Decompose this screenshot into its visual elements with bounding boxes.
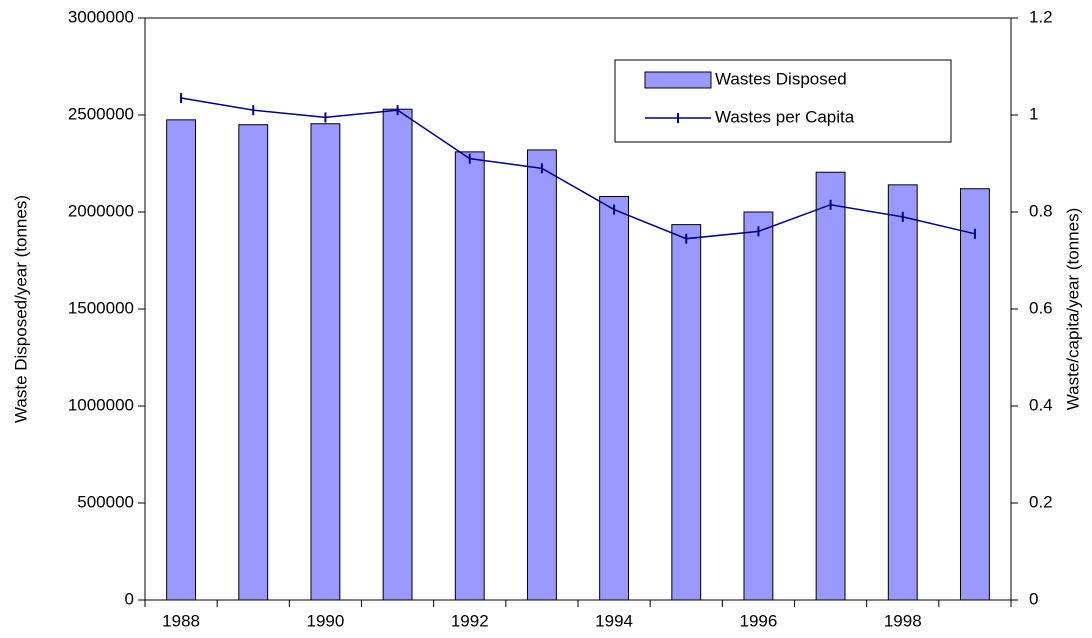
bar <box>526 149 557 601</box>
x-tick-label: 1990 <box>307 611 345 630</box>
y2-tick-label: 0.4 <box>1029 395 1053 414</box>
bar <box>454 151 485 601</box>
x-tick-label: 1988 <box>162 611 200 630</box>
legend-swatch <box>644 71 712 89</box>
bar <box>959 188 990 601</box>
y-tick-label: 2000000 <box>68 201 134 220</box>
legend-box <box>614 59 952 143</box>
bar <box>671 224 702 601</box>
y-tick-label: 2500000 <box>68 104 134 123</box>
bar <box>382 108 413 601</box>
bar <box>310 123 341 601</box>
y-axis-label: Waste Disposed/year (tonnes) <box>11 195 30 423</box>
bar <box>599 195 630 601</box>
x-tick-label: 1996 <box>740 611 778 630</box>
bar <box>815 171 846 601</box>
y-tick-label: 1500000 <box>68 298 134 317</box>
bar <box>887 184 918 601</box>
x-tick-label: 1992 <box>451 611 489 630</box>
y2-tick-label: 1 <box>1029 104 1038 123</box>
y2-tick-label: 0 <box>1029 589 1038 608</box>
legend-label: Wastes Disposed <box>715 69 847 88</box>
y2-tick-label: 0.8 <box>1029 201 1053 220</box>
plot-frame <box>144 17 1012 601</box>
x-tick-label: 1998 <box>884 611 922 630</box>
y-tick-label: 3000000 <box>68 7 134 26</box>
bar <box>166 119 197 601</box>
y-tick-label: 1000000 <box>68 395 134 414</box>
y2-axis-label: Waste/capita/year (tonnes) <box>1063 208 1082 411</box>
bar <box>238 124 269 601</box>
x-tick-label: 1994 <box>595 611 633 630</box>
y-tick-label: 500000 <box>77 492 134 511</box>
y2-tick-label: 0.2 <box>1029 492 1053 511</box>
legend-label: Wastes per Capita <box>715 107 855 126</box>
y2-tick-label: 1.2 <box>1029 7 1053 26</box>
y2-tick-label: 0.6 <box>1029 298 1053 317</box>
line <box>180 97 976 240</box>
bar <box>743 211 774 601</box>
y-tick-label: 0 <box>125 589 134 608</box>
